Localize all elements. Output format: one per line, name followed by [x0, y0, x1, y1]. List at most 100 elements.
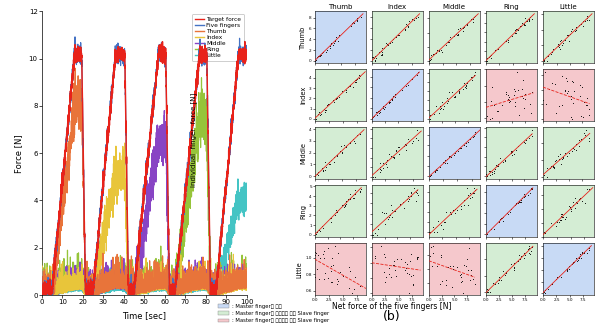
- Point: [328, 97, 338, 103]
- Point: [584, 246, 593, 251]
- Point: [387, 96, 396, 102]
- Point: [562, 33, 572, 38]
- Point: [564, 38, 574, 43]
- Point: [524, 17, 534, 22]
- Point: [314, 228, 324, 233]
- Point: [570, 196, 580, 201]
- Point: [494, 219, 504, 224]
- Point: [330, 243, 340, 248]
- Point: [400, 259, 410, 264]
- Point: [392, 273, 401, 278]
- Point: [557, 157, 567, 162]
- Point: [312, 229, 322, 234]
- Point: [469, 190, 479, 195]
- Point: [556, 274, 565, 279]
- Point: [344, 84, 353, 89]
- Point: [524, 19, 534, 24]
- Point: [355, 190, 365, 195]
- Point: [387, 97, 397, 103]
- Point: [313, 171, 322, 177]
- Point: [432, 47, 442, 52]
- Point: [347, 290, 356, 295]
- Point: [447, 284, 457, 289]
- Point: [467, 194, 477, 200]
- Point: [571, 27, 581, 33]
- Point: [372, 167, 381, 172]
- Point: [426, 253, 435, 259]
- Point: [521, 96, 530, 101]
- Point: [374, 110, 384, 115]
- Point: [550, 159, 560, 164]
- Point: [539, 58, 549, 63]
- Point: [571, 24, 581, 30]
- Point: [562, 268, 572, 273]
- Point: [520, 193, 530, 199]
- Point: [310, 173, 319, 179]
- Point: [371, 56, 381, 61]
- Point: [539, 289, 549, 295]
- Point: [513, 258, 523, 263]
- Point: [577, 251, 587, 256]
- Point: [527, 131, 536, 137]
- Point: [325, 46, 335, 51]
- Point: [333, 38, 343, 43]
- Point: [567, 261, 577, 267]
- Point: [313, 267, 322, 272]
- Point: [498, 215, 507, 220]
- Point: [319, 255, 329, 260]
- Point: [331, 212, 340, 217]
- Point: [337, 150, 347, 156]
- Point: [436, 105, 445, 110]
- Point: [491, 163, 501, 168]
- Point: [574, 256, 584, 261]
- Point: [344, 286, 354, 291]
- Point: [575, 196, 584, 201]
- Point: [315, 52, 324, 58]
- Point: [404, 139, 414, 144]
- Point: [332, 276, 341, 282]
- Point: [457, 274, 466, 280]
- Point: [381, 101, 390, 107]
- Point: [467, 75, 477, 80]
- Point: [453, 264, 462, 270]
- Point: [450, 95, 460, 100]
- Point: [330, 39, 340, 44]
- Point: [503, 40, 512, 45]
- Point: [549, 165, 559, 170]
- Point: [563, 32, 573, 37]
- Point: [443, 98, 453, 103]
- Point: [356, 189, 365, 194]
- Title: Ring: Ring: [504, 4, 519, 10]
- Point: [519, 192, 529, 197]
- Point: [551, 276, 561, 281]
- Point: [345, 269, 355, 274]
- Point: [459, 24, 469, 30]
- Point: [408, 281, 418, 287]
- Point: [445, 154, 454, 159]
- Point: [325, 44, 335, 49]
- Point: [522, 18, 532, 23]
- Point: [387, 202, 396, 208]
- Point: [504, 96, 513, 101]
- Point: [558, 215, 567, 220]
- Point: [463, 185, 472, 191]
- Point: [324, 101, 334, 107]
- Point: [339, 142, 349, 147]
- Text: Individual  finger  force [N]: Individual finger force [N]: [190, 93, 198, 187]
- Point: [512, 200, 521, 206]
- Point: [485, 168, 494, 173]
- Point: [400, 27, 410, 33]
- Point: [326, 215, 336, 220]
- Point: [576, 137, 586, 142]
- Point: [465, 278, 475, 283]
- Point: [470, 69, 479, 74]
- Point: [318, 251, 328, 257]
- Point: [574, 256, 584, 261]
- Point: [543, 58, 552, 63]
- Point: [509, 266, 518, 271]
- Point: [349, 196, 358, 201]
- Point: [387, 207, 396, 212]
- Title: Index: Index: [387, 4, 407, 10]
- Point: [371, 253, 380, 258]
- Point: [324, 245, 333, 250]
